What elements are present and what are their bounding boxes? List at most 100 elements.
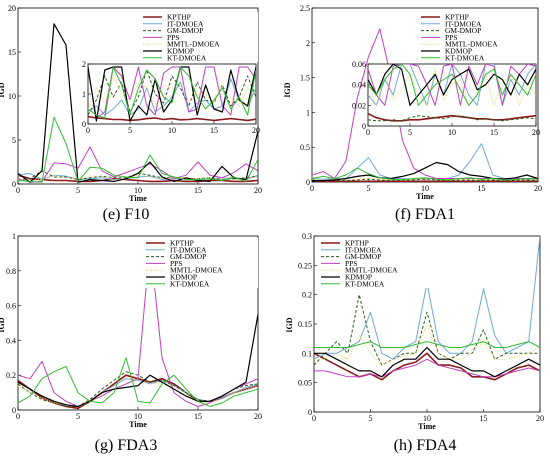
panel2-ytick-label: 2 (306, 39, 310, 48)
panel4-ytick-label: 0.1 (302, 349, 312, 358)
panel1-ytick-label: 15 (8, 48, 16, 57)
panel1-inset-ytick-label: 1 (82, 90, 86, 99)
panel4-legend-label-kpthp: KPTHP (345, 239, 369, 248)
panel1-x-axis-label: Time (129, 194, 147, 203)
panel3-legend-label-kt-dmoea: KT-DMOEA (170, 279, 210, 288)
panel4-xtick-label: 0 (312, 414, 316, 423)
panel1-ytick-label: 20 (8, 4, 16, 13)
panel4-xtick-label: 15 (480, 414, 488, 423)
panel3-series-kdmop (18, 314, 258, 408)
panel2-series-kpthp (312, 179, 538, 182)
panel1-inset-xtick-label: 20 (252, 126, 260, 135)
panel1-legend-label-kdmop: KDMOP (167, 47, 194, 56)
panel2-inset-ytick-label: 0.06 (352, 60, 366, 69)
panel2-caption: (f) FDA1 (395, 206, 455, 223)
panel3-xtick-label: 0 (16, 412, 20, 421)
panel4-ytick-label: 0.05 (298, 379, 312, 388)
panel3-legend-label-gm-dmop: GM-DMOP (170, 252, 206, 261)
chart-panel-1: 0 5 10 15 20 0 5 10 15 20 Time IGD 0 5 10 15 20 0 1 2 KPTHPI… (0, 4, 262, 223)
panel2-legend-label-kpthp: KPTHP (445, 13, 469, 22)
panel3-y-axis-label: IGD (0, 317, 6, 332)
panel3-legend-label-kpthp: KPTHP (170, 239, 194, 248)
panel3-legend: KPTHPIT-DMOEAGM-DMOPPPSMMTL-DMOEAKDMOPKT… (143, 238, 258, 288)
panel2-inset-xtick-label: 20 (532, 128, 540, 137)
chart-panel-4: 0 5 10 15 20 0 0.05 0.1 0.15 0.2 0.25 0.3 Time IGD KPT… (285, 232, 544, 454)
panel4-legend-label-kdmop: KDMOP (345, 273, 372, 282)
panel2-legend-label-mmtl-dmoea: MMTL-DMOEA (445, 40, 498, 49)
panel2-y-axis-label: IGD (283, 82, 292, 97)
panel1-inset-xtick-label: 15 (210, 126, 218, 135)
panel3-legend-label-it-dmoea: IT-DMOEA (170, 245, 207, 254)
panel2-legend-label-kdmop: KDMOP (445, 47, 472, 56)
panel1-xtick-label: 10 (134, 186, 142, 195)
panel4-xtick-label: 10 (423, 414, 431, 423)
panel2-legend-label-gm-dmop: GM-DMOP (445, 26, 481, 35)
panel3-lines (18, 242, 258, 410)
panel4-series-kpthp (314, 352, 540, 381)
panel3-ytick-label: 1 (12, 232, 16, 241)
panel2-series-kt-dmoea (312, 167, 538, 181)
panel2-inset-xtick-label: 5 (408, 128, 412, 137)
panel2-ytick-label: 2.5 (300, 4, 310, 13)
panel2-legend: KPTHPIT-DMOEAGM-DMOPPPSMMTL-DMOEAKDMOPKT… (418, 12, 536, 62)
panel3-legend-label-pps: PPS (170, 259, 183, 268)
panel1-inset-series-kdmop (88, 66, 256, 122)
panel1-inset-series-pps (88, 66, 256, 119)
panel4-series-kt-dmoea (314, 341, 540, 348)
panel3-xtick-label: 5 (76, 412, 80, 421)
panel2-inset-series-kt-dmoea (368, 64, 536, 106)
panel4-series-kdmop (314, 346, 540, 378)
panel3-ytick-label: 0.2 (6, 371, 16, 380)
panel1-legend-label-gm-dmop: GM-DMOP (167, 26, 203, 35)
panel2-inset-lines (368, 64, 536, 122)
panel2-inset-xtick-label: 10 (448, 128, 456, 137)
panel3-ytick-label: 0 (12, 406, 16, 415)
panel4-legend-label-pps: PPS (345, 259, 358, 268)
panel1-y-axis-label: IGD (0, 82, 6, 97)
panel1-inset-series-kt-dmoea (88, 66, 256, 119)
panel2-lines (312, 28, 538, 182)
panel3-ytick-label: 0.6 (6, 302, 16, 311)
panel4-x-axis-label: Time (418, 422, 436, 431)
panel4-series-pps (314, 358, 540, 378)
panel4-ytick-label: 0.2 (302, 291, 312, 300)
panel2-xtick-label: 15 (478, 184, 486, 193)
panel1-ytick-label: 10 (8, 92, 16, 101)
panel4-ytick-label: 0.15 (298, 320, 312, 329)
panel1-inset-ytick-label: 0 (82, 120, 86, 129)
panel3-xtick-label: 15 (194, 412, 202, 421)
panel2-inset-series-mmtl-dmoea (368, 68, 536, 106)
panel1-series-kdmop (18, 23, 258, 183)
panel2-legend-label-kt-dmoea: KT-DMOEA (445, 53, 485, 62)
chart-panel-2: 0 5 10 15 20 0 0.5 1 1.5 2 2.5 Time IGD 0 5 10 15 20 0 0.02… (283, 4, 542, 223)
panel2-inset-xtick-label: 15 (490, 128, 498, 137)
panel2-series-mmtl-dmoea (312, 178, 538, 181)
panel2-ytick-label: 1.5 (300, 74, 310, 83)
panel4-xtick-label: 5 (369, 414, 373, 423)
panel2-ytick-label: 1 (306, 108, 310, 117)
panel3-ytick-label: 0.4 (6, 336, 16, 345)
panel4-caption: (h) FDA4 (394, 437, 457, 454)
panel2-inset-series-gm-dmop (368, 115, 536, 122)
panel1-legend-label-pps: PPS (167, 33, 180, 42)
panel4-legend-label-mmtl-dmoea: MMTL-DMOEA (345, 266, 398, 275)
panel3-x-axis-label: Time (129, 420, 147, 429)
panel1-inset-lines (88, 66, 256, 122)
panel4-ytick-label: 0.3 (302, 232, 312, 241)
panel1-legend-label-kt-dmoea: KT-DMOEA (167, 53, 207, 62)
panel2-inset-xtick-label: 0 (366, 128, 370, 137)
panel4-legend-label-gm-dmop: GM-DMOP (345, 252, 381, 261)
panel2-inset-ytick-label: 0.02 (352, 101, 366, 110)
panel2-legend-label-it-dmoea: IT-DMOEA (445, 19, 482, 28)
panel2-xtick-label: 0 (310, 184, 314, 193)
panel2-ytick-label: 0 (306, 178, 310, 187)
panel1-xtick-label: 20 (254, 186, 262, 195)
panel1-series-kpthp (18, 174, 258, 183)
panel1-series-mmtl-dmoea (18, 174, 258, 181)
panel4-series-gm-dmop (314, 294, 540, 366)
panel4-ytick-label: 0 (308, 408, 312, 417)
panel1-inset-ytick-label: 2 (82, 60, 86, 69)
panel1-xtick-label: 15 (194, 186, 202, 195)
panel4-xtick-label: 20 (536, 414, 544, 423)
panel1-ytick-label: 0 (12, 180, 16, 189)
